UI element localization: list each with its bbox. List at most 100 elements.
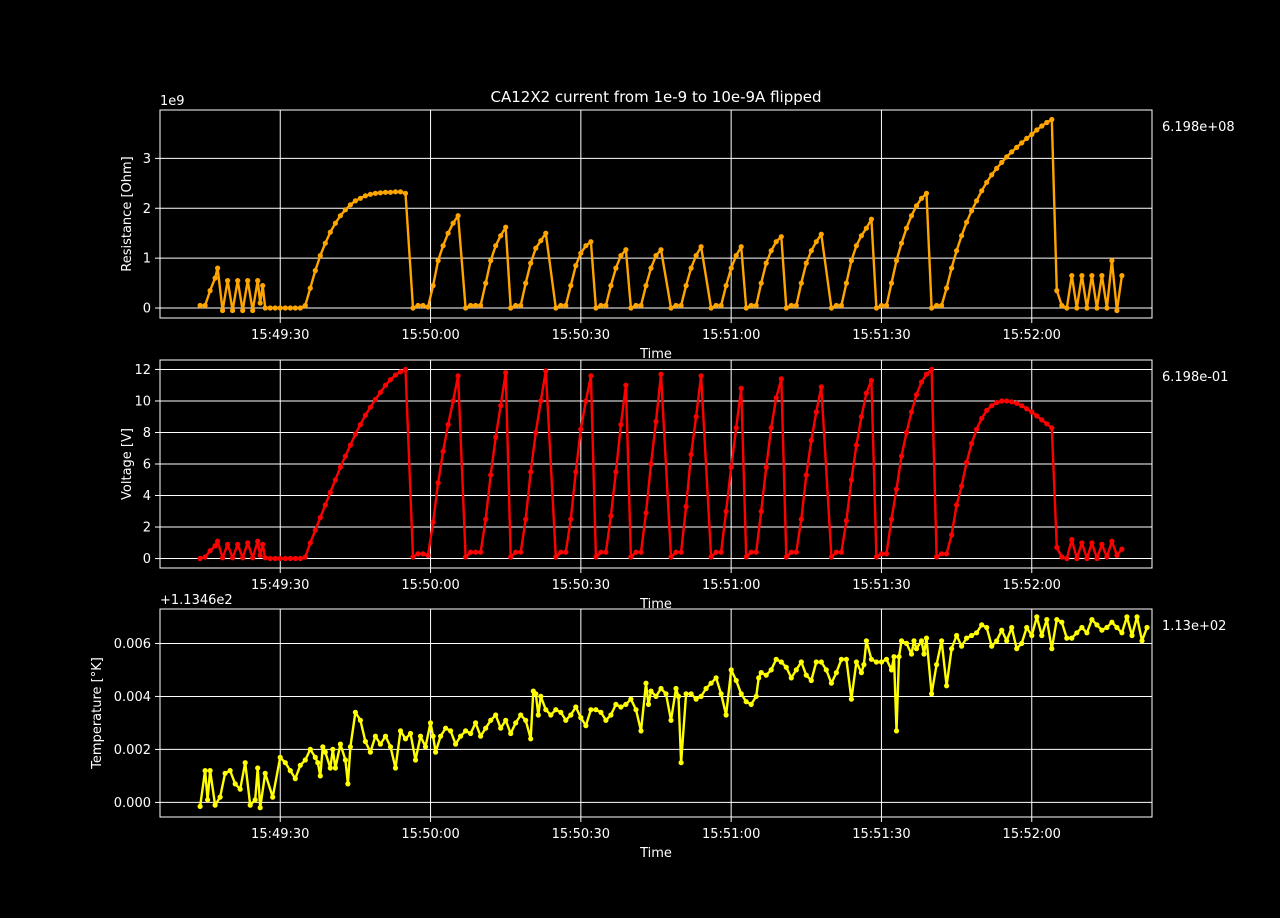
data-point — [869, 217, 874, 222]
data-point — [1099, 273, 1104, 278]
data-point — [1074, 305, 1079, 310]
data-point — [543, 368, 548, 373]
data-point — [1109, 258, 1114, 263]
data-point — [533, 430, 538, 435]
data-point — [944, 683, 949, 688]
data-point — [538, 694, 543, 699]
data-point — [1024, 625, 1029, 630]
data-point — [964, 220, 969, 225]
data-point — [1064, 636, 1069, 641]
x-tick-label: 15:51:00 — [702, 827, 760, 842]
data-point — [413, 757, 418, 762]
data-point — [1099, 542, 1104, 547]
data-point — [999, 398, 1004, 403]
data-point — [899, 454, 904, 459]
data-point — [734, 425, 739, 430]
data-point — [969, 633, 974, 638]
data-point — [643, 283, 648, 288]
data-point — [548, 712, 553, 717]
data-point — [543, 707, 548, 712]
data-point — [358, 422, 363, 427]
data-point — [373, 191, 378, 196]
data-point — [425, 553, 430, 558]
data-point — [298, 763, 303, 768]
data-point — [1014, 145, 1019, 150]
data-point — [240, 555, 245, 560]
data-point — [446, 231, 451, 236]
data-point — [959, 484, 964, 489]
y-tick-label: 0 — [143, 552, 151, 567]
data-point — [238, 787, 243, 792]
data-point — [1084, 556, 1089, 561]
data-point — [984, 408, 989, 413]
data-point — [598, 303, 603, 308]
y-tick-label: 0.004 — [114, 690, 151, 705]
data-point — [513, 720, 518, 725]
data-point — [198, 804, 203, 809]
data-point — [774, 395, 779, 400]
data-point — [944, 551, 949, 556]
data-point — [513, 550, 518, 555]
data-point — [383, 190, 388, 195]
data-point — [1129, 633, 1134, 638]
data-point — [809, 678, 814, 683]
data-point — [749, 303, 754, 308]
data-point — [383, 383, 388, 388]
data-point — [230, 308, 235, 313]
data-point — [1014, 401, 1019, 406]
data-point — [338, 742, 343, 747]
data-point — [979, 416, 984, 421]
data-point — [1034, 614, 1039, 619]
data-point — [999, 160, 1004, 165]
data-point — [924, 636, 929, 641]
data-point — [483, 517, 488, 522]
data-point — [921, 651, 926, 656]
data-point — [588, 373, 593, 378]
data-point — [819, 659, 824, 664]
data-point — [248, 803, 253, 808]
data-point — [255, 278, 260, 283]
data-point — [829, 681, 834, 686]
data-point — [223, 771, 228, 776]
data-point — [215, 539, 220, 544]
data-point — [1114, 308, 1119, 313]
data-point — [769, 248, 774, 253]
data-point — [363, 739, 368, 744]
data-point — [593, 305, 598, 310]
x-tick-label: 15:51:30 — [852, 827, 910, 842]
data-point — [213, 276, 218, 281]
x-tick-label: 15:49:30 — [251, 328, 309, 343]
data-point — [508, 731, 513, 736]
data-point — [879, 303, 884, 308]
data-point — [441, 243, 446, 248]
data-point — [759, 281, 764, 286]
data-point — [225, 278, 230, 283]
data-point — [283, 760, 288, 765]
data-point — [638, 303, 643, 308]
data-point — [1029, 409, 1034, 414]
data-point — [1069, 537, 1074, 542]
data-point — [323, 750, 328, 755]
data-point — [689, 266, 694, 271]
data-point — [563, 718, 568, 723]
data-point — [844, 657, 849, 662]
data-point — [994, 400, 999, 405]
data-point — [799, 659, 804, 664]
data-point — [215, 266, 220, 271]
data-point — [974, 427, 979, 432]
data-point — [969, 208, 974, 213]
x-tick-label: 15:52:00 — [1003, 578, 1061, 593]
y-tick-label: 12 — [134, 363, 151, 378]
x-tick-label: 15:49:30 — [251, 827, 309, 842]
data-point — [1114, 625, 1119, 630]
data-point — [704, 686, 709, 691]
data-point — [676, 694, 681, 699]
data-point — [834, 670, 839, 675]
data-point — [1074, 556, 1079, 561]
data-point — [378, 190, 383, 195]
x-axis-label: Time — [639, 846, 672, 861]
data-point — [318, 515, 323, 520]
data-point — [1084, 305, 1089, 310]
data-point — [864, 638, 869, 643]
data-point — [608, 283, 613, 288]
